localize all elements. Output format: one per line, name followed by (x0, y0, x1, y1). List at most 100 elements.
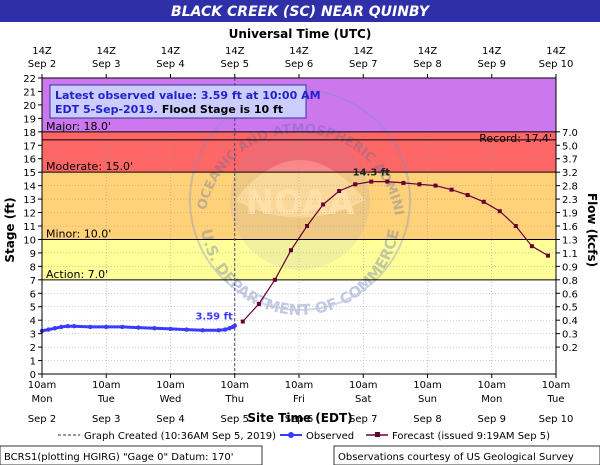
footer-right-box (333, 445, 600, 465)
info-box-frame (49, 84, 307, 119)
flood-label-minor: Minor: 10.0' (46, 227, 111, 240)
forecast-point (256, 302, 261, 307)
y-tick-label: 7 (30, 276, 36, 287)
y-tick-label: 5 (30, 303, 36, 314)
y-tick-label: 4 (30, 316, 36, 327)
top-tick-date: Sep 6 (285, 59, 313, 70)
forecast-point (305, 224, 310, 228)
y2-tick-label: 2.8 (562, 182, 578, 193)
top-tick-date: Sep 8 (413, 59, 441, 70)
y-axis-title: Stage (ft) (3, 197, 17, 262)
y-tick-label: 20 (23, 101, 36, 112)
top-tick-hour: 14Z (161, 46, 181, 57)
top-tick-hour: 14Z (546, 46, 566, 57)
top-tick-date: Sep 7 (349, 59, 377, 70)
bottom-tick-date: Sep 6 (285, 414, 313, 425)
seal-logo-text: NOAA (245, 183, 355, 223)
observed-point (59, 324, 64, 330)
y2-tick-label: 0.6 (562, 289, 578, 300)
forecast-point (529, 244, 534, 249)
forecast-point (481, 199, 486, 204)
top-tick-hour: 14Z (32, 46, 52, 57)
chart-title: BLACK CREEK (SC) NEAR QUINBY (171, 4, 431, 20)
y2-tick-label: 1.3 (562, 235, 578, 246)
observed-point (52, 326, 58, 331)
observed-point (232, 323, 237, 328)
y2-tick-label: 0.2 (562, 343, 578, 354)
forecast-point (497, 209, 502, 214)
bottom-tick-date: Sep 3 (92, 414, 120, 425)
forecast-point (401, 180, 406, 185)
legend: Graph Created (10:36AM Sep 5, 2019) Obse… (58, 431, 550, 442)
forecast-point (545, 253, 550, 258)
y-tick-label: 19 (23, 114, 36, 125)
legend-forecast-label: Forecast (issued 9:19AM Sep 5) (392, 431, 550, 442)
bottom-tick-day: Tue (97, 394, 115, 405)
data-series (39, 78, 550, 374)
y-tick-label: 0 (30, 370, 36, 381)
y2-axis-title: Flow (kcfs) (585, 193, 599, 267)
forecast-point (417, 182, 422, 187)
legend-observed-label: Observed (306, 431, 354, 442)
info-box-line1: Latest observed value: 3.59 ft at 10:00 … (55, 89, 321, 102)
y-tick-label: 18 (23, 128, 36, 139)
bottom-tick-time: 10am (156, 380, 185, 391)
bottom-tick-time: 10am (542, 380, 571, 391)
top-tick-date: Sep 3 (92, 59, 120, 70)
forecast-point (433, 183, 438, 188)
forecast-point (385, 179, 390, 184)
forecast-point (337, 189, 342, 194)
observed-point (136, 325, 141, 330)
forecast-point (288, 248, 293, 253)
forecast-point (369, 179, 374, 184)
flood-label-action: Action: 7.0' (46, 268, 108, 281)
y2-tick-label: 1.9 (562, 209, 578, 220)
y-tick-label: 16 (23, 155, 36, 166)
y2-tick-label: 5.0 (562, 141, 578, 152)
forecast-point (240, 319, 245, 324)
top-tick-hour: 14Z (353, 46, 373, 57)
y2-tick-label: 0.5 (562, 303, 578, 314)
top-tick-hour: 14Z (225, 46, 245, 57)
bottom-tick-date: Sep 5 (221, 414, 249, 425)
bottom-tick-date: Sep 9 (478, 414, 506, 425)
bottom-axis-title: Site Time (EDT) (247, 411, 352, 425)
y-tick-label: 14 (23, 182, 36, 193)
top-tick-hour: 14Z (289, 46, 309, 57)
y-tick-label: 10 (23, 235, 36, 246)
y2-tick-label: 7.0 (562, 128, 578, 139)
y-tick-label: 21 (23, 87, 36, 98)
y-tick-label: 3 (30, 330, 36, 341)
bottom-tick-date: Sep 10 (539, 414, 574, 425)
bottom-tick-day: Mon (481, 394, 502, 405)
y2-tick-label: 0.3 (562, 330, 578, 341)
legend-forecast-marker (375, 432, 380, 437)
observed-point (168, 326, 173, 332)
top-tick-hour: 14Z (482, 46, 502, 57)
forecast-point (272, 277, 277, 282)
y-tick-label: 12 (23, 209, 36, 220)
y-tick-label: 13 (23, 195, 36, 206)
forecast-point (465, 193, 470, 198)
bottom-tick-date: Sep 4 (156, 414, 184, 425)
top-tick-date: Sep 9 (478, 59, 506, 70)
bottom-tick-date: Sep 2 (28, 414, 56, 425)
seal-gull-shape (235, 160, 365, 218)
y2-tick-label: 0.4 (562, 316, 578, 327)
y2-tick-label: 1.6 (562, 222, 578, 233)
bottom-tick-time: 10am (220, 380, 249, 391)
y-tick-label: 17 (23, 141, 36, 152)
legend-observed-marker (288, 432, 294, 438)
y-tick-label: 6 (30, 289, 36, 300)
bottom-tick-day: Mon (31, 394, 52, 405)
observed-point (120, 324, 125, 330)
observed-point (184, 327, 189, 332)
legend-created-label: Graph Created (10:36AM Sep 5, 2019) (84, 431, 276, 442)
bottom-tick-date: Sep 8 (413, 414, 441, 425)
crest-label: 14.3 ft (353, 168, 391, 179)
flood-label-major: Major: 18.0' (46, 120, 111, 133)
bottom-tick-time: 10am (92, 380, 121, 391)
top-tick-date: Sep 4 (156, 59, 184, 70)
y-tick-label: 2 (30, 343, 36, 354)
bottom-tick-day: Fri (293, 394, 305, 405)
